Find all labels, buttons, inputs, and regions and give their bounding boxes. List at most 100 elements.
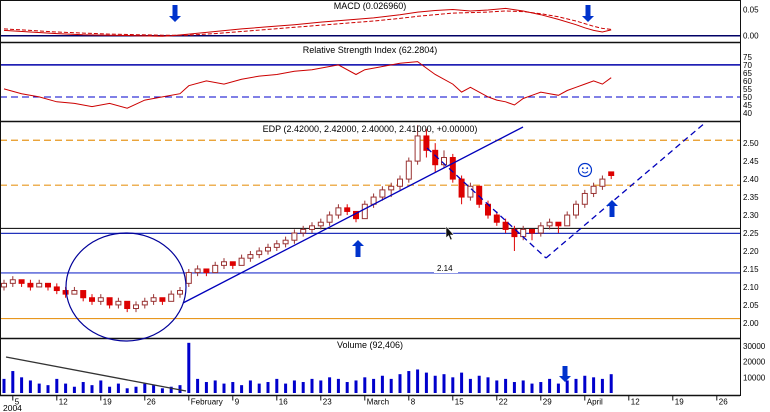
candle-body	[36, 282, 43, 288]
candle-body	[511, 228, 518, 238]
candle-body	[467, 185, 474, 198]
volume-bar	[477, 375, 481, 393]
volume-bar	[99, 380, 103, 393]
up-arrow-annotation[interactable]	[352, 240, 364, 257]
volume-bar	[20, 377, 24, 393]
y-axis-label: 2.50	[743, 139, 759, 148]
candle-body	[502, 221, 509, 230]
volume-bar	[372, 378, 376, 393]
x-axis-label: 19	[103, 398, 112, 407]
volume-bar	[55, 378, 59, 393]
rsi-line	[3, 61, 612, 109]
candle-body	[229, 261, 236, 266]
volume-bar	[116, 383, 120, 393]
x-axis-label: 5	[15, 398, 20, 407]
candle-body	[581, 192, 588, 205]
x-axis-label: 26	[147, 398, 156, 407]
down-arrow-annotation[interactable]	[582, 5, 594, 22]
candle-body	[106, 297, 113, 306]
y-axis-label: 2.45	[743, 157, 759, 166]
x-axis-label: 19	[675, 398, 684, 407]
volume-bar	[108, 386, 112, 393]
volume-bar	[266, 382, 270, 393]
candle-body	[555, 221, 562, 227]
y-axis-label: 70	[743, 61, 752, 70]
support-price-label[interactable]: 2.14	[437, 264, 453, 273]
volume-bar	[28, 380, 32, 393]
y-axis-label: 10000	[743, 373, 766, 382]
volume-bar	[345, 382, 349, 393]
volume-bar	[213, 380, 217, 393]
volume-bar	[187, 342, 191, 393]
volume-bar	[556, 383, 560, 393]
volume-bar	[600, 378, 604, 393]
y-axis-label: 60	[743, 77, 752, 86]
y-axis-label: 55	[743, 85, 752, 94]
rising-dashed-trendline[interactable]	[545, 121, 707, 259]
volume-bar	[64, 383, 68, 393]
candle-body	[18, 279, 25, 284]
down-arrow-annotation[interactable]	[559, 366, 571, 382]
volume-bar	[530, 383, 534, 393]
candle-body	[405, 160, 412, 180]
volume-bar	[160, 388, 164, 393]
volume-bar	[451, 377, 455, 393]
candle-body	[388, 185, 395, 191]
volume-bar	[310, 378, 314, 393]
candle-body	[159, 297, 166, 302]
x-axis-label: 22	[499, 398, 508, 407]
falling-dashed-trendline[interactable]	[426, 147, 547, 259]
candle-body	[520, 228, 527, 238]
volume-bar	[398, 374, 402, 393]
volume-bar	[275, 378, 279, 393]
candle-body	[573, 203, 579, 216]
volume-bar	[592, 377, 596, 393]
candle-body	[133, 304, 139, 310]
down-arrow-annotation[interactable]	[169, 5, 181, 22]
candle-body	[45, 282, 51, 288]
volume-bar	[583, 375, 587, 393]
candle-body	[414, 135, 421, 162]
candle-body	[441, 157, 447, 166]
volume-bar	[37, 383, 41, 393]
volume-bar	[442, 374, 446, 393]
circle-annotation[interactable]	[65, 232, 187, 342]
candle-body	[221, 261, 227, 266]
volume-declining-trendline[interactable]	[5, 356, 187, 392]
x-axis-label: 8	[411, 398, 416, 407]
volume-bar	[72, 386, 76, 393]
smiley-icon[interactable]	[577, 162, 593, 178]
y-axis-label: 75	[743, 53, 752, 62]
volume-bar	[152, 385, 156, 393]
mouse-cursor-icon	[445, 225, 455, 241]
y-axis-label: 2.20	[743, 247, 759, 256]
smiley-eye	[586, 167, 589, 170]
candle-body	[9, 279, 16, 284]
candle-body	[71, 290, 78, 295]
x-axis-label: 26	[719, 398, 728, 407]
candle-body	[203, 268, 210, 274]
volume-bar	[512, 382, 516, 393]
candle-body	[423, 135, 430, 151]
candle-body	[282, 239, 289, 245]
candle-body	[379, 189, 386, 198]
x-axis-label: 23	[323, 398, 332, 407]
smiley-mouth	[581, 171, 589, 174]
candle-body	[247, 254, 254, 259]
candle-body	[335, 207, 342, 216]
volume-bar	[380, 375, 384, 393]
y-axis-label: 20000	[743, 358, 766, 367]
up-arrow-annotation[interactable]	[606, 200, 618, 217]
candle-body	[493, 214, 500, 223]
volume-bar	[257, 383, 261, 393]
smiley-eye	[581, 167, 584, 170]
rising-support-trendline[interactable]	[182, 126, 524, 304]
candle-body	[185, 272, 192, 284]
candle-body	[194, 268, 201, 274]
candle-body	[564, 214, 571, 227]
volume-bar	[222, 383, 226, 393]
candle-body	[168, 293, 175, 302]
volume-bar	[407, 371, 411, 393]
